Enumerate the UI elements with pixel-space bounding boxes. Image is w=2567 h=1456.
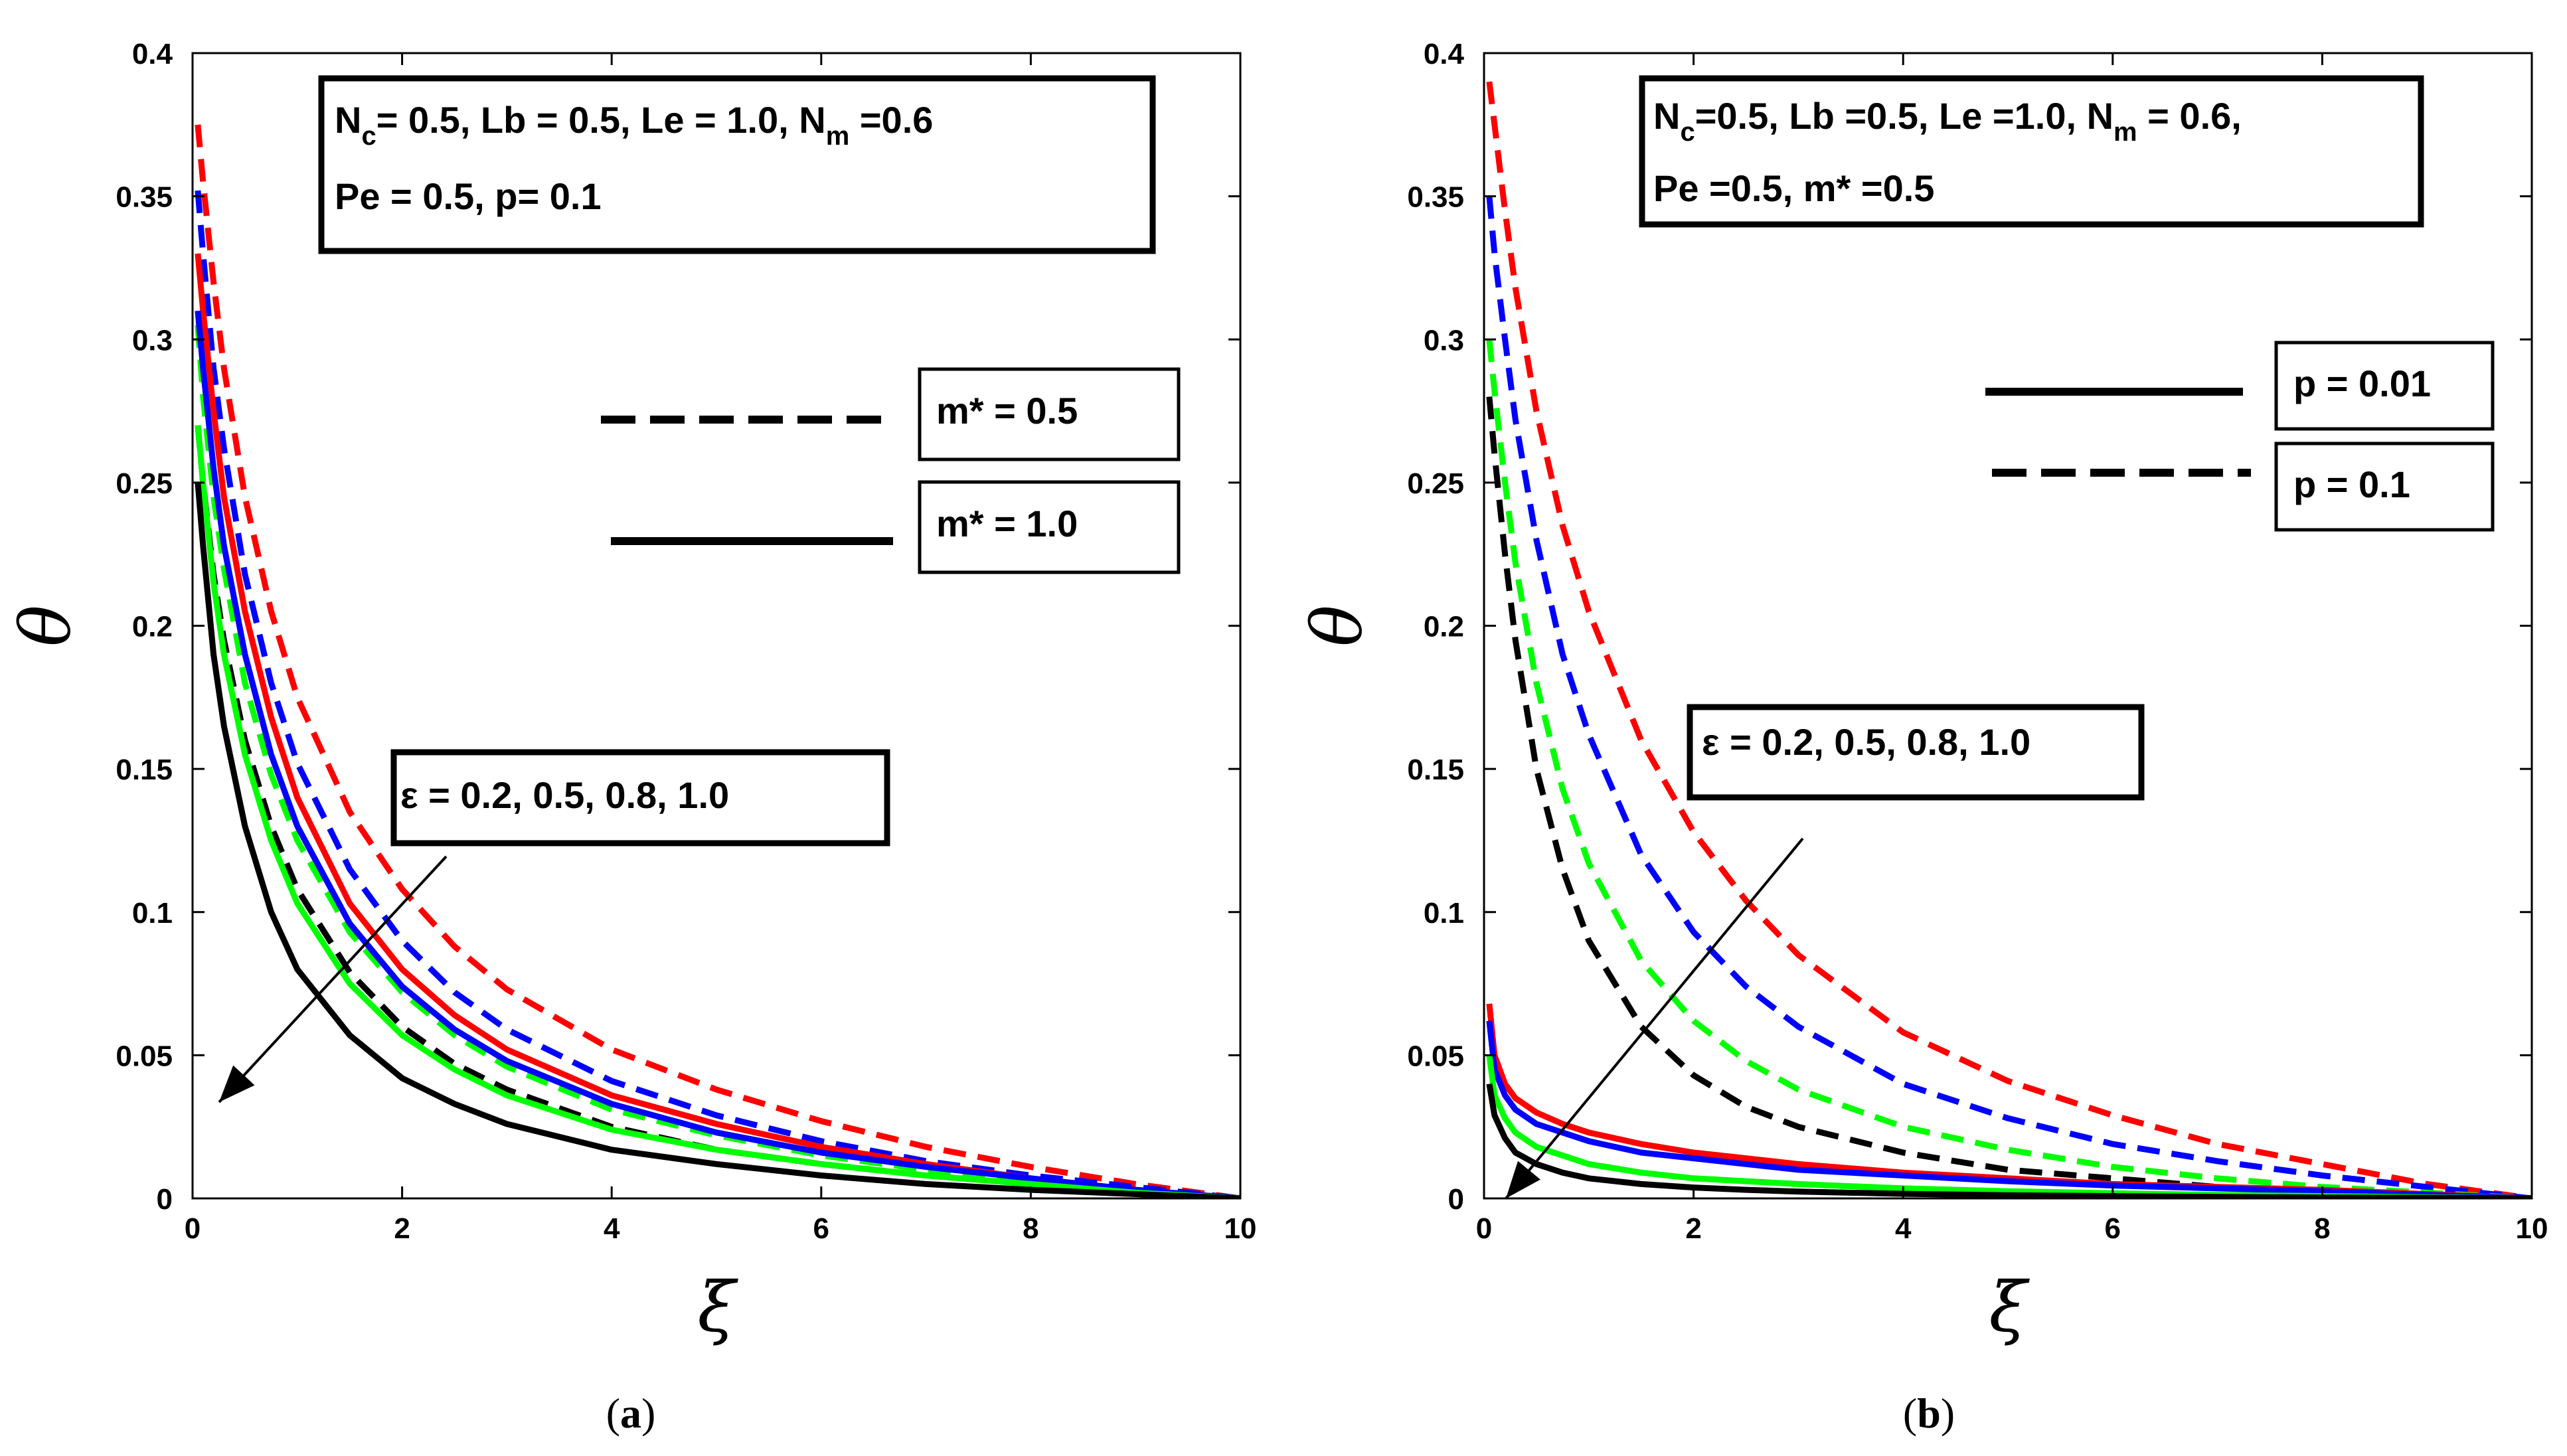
curves (1486, 81, 2532, 1198)
parameter-line-2: Pe =0.5, m* =0.5 (1653, 167, 1934, 209)
y-tick-label: 0.25 (1407, 467, 1464, 500)
x-axis-label: ξ (697, 1267, 738, 1348)
x-tick-label: 6 (813, 1212, 829, 1245)
legend-box (2274, 442, 2495, 532)
series-line-0 (1486, 81, 2532, 1198)
y-tick-label: 0.2 (1424, 611, 1464, 643)
x-tick-label: 8 (1023, 1212, 1038, 1245)
y-tick-label: 0.4 (132, 38, 173, 70)
x-tick-label: 2 (1685, 1212, 1701, 1245)
series-line-0 (195, 124, 1240, 1198)
y-tick-label: 0 (157, 1183, 173, 1216)
y-tick-label: 0.4 (1424, 38, 1465, 70)
series-line-6 (195, 425, 1240, 1198)
panel-b: 0 2 4 6 8 10 0 0.05 0.1 0.15 0.2 0.25 0.3 0.35 0.4 ξ θ Nc… (1297, 38, 2548, 1437)
trend-arrow (218, 855, 448, 1103)
y-tick-label: 0.1 (1424, 897, 1464, 930)
param-subscript-c: c (1680, 118, 1695, 147)
series-line-5 (195, 310, 1240, 1198)
panel-a: 0 2 4 6 8 10 0 0.05 0.1 0.15 0.2 0.25 0.3 0.35 0.4 ξ θ Nc… (5, 38, 1256, 1437)
y-tick-label: 0 (1448, 1183, 1464, 1216)
series-line-7 (195, 482, 1240, 1198)
caption-open: ( (606, 1390, 620, 1437)
parameter-line-2: Pe = 0.5, p= 0.1 (335, 175, 602, 217)
legend-box (918, 367, 1181, 461)
parameter-line-1: Nc=0.5, Lb =0.5, Le =1.0, Nm = 0.6, (1653, 95, 2242, 147)
epsilon-annotation-box (390, 749, 890, 847)
param-symbol-n: N (335, 99, 361, 141)
x-tick-label: 10 (2516, 1212, 2548, 1245)
y-axis-label: θ (1297, 605, 1378, 647)
curves (195, 124, 1240, 1198)
epsilon-annotation: ε = 0.2, 0.5, 0.8, 1.0 (1702, 721, 2030, 763)
y-tick-label: 0.3 (1424, 324, 1464, 357)
legend-label: p = 0.01 (2293, 363, 2431, 404)
param-tail: = 0.6, (2137, 95, 2242, 137)
y-tick-label: 0.05 (1407, 1040, 1464, 1072)
x-tick-label: 0 (185, 1212, 201, 1245)
y-tick-label: 0.35 (116, 181, 173, 214)
series-line-7 (1486, 1083, 2532, 1198)
series-line-1 (1486, 196, 2532, 1198)
legend-label: p = 0.1 (2293, 463, 2410, 505)
caption-letter: b (1917, 1390, 1941, 1437)
trend-arrow-head (219, 1065, 255, 1102)
caption-open: ( (1903, 1390, 1917, 1437)
x-tick-label: 10 (1224, 1212, 1257, 1245)
legend-box (918, 480, 1181, 574)
trend-arrow-head (1506, 1161, 1540, 1198)
caption-close: ) (641, 1390, 655, 1437)
param-subscript-m: m (826, 121, 850, 151)
x-tick-label: 4 (1895, 1212, 1912, 1245)
epsilon-annotation-box (1687, 704, 2145, 801)
caption-close: ) (1941, 1390, 1955, 1437)
y-tick-label: 0.25 (116, 467, 173, 500)
x-tick-label: 0 (1476, 1212, 1492, 1245)
y-tick-label: 0.15 (116, 754, 173, 786)
x-tick-label: 4 (604, 1212, 620, 1245)
param-subscript-c: c (361, 121, 376, 151)
panel-caption: (b) (1903, 1390, 1955, 1437)
epsilon-annotation: ε = 0.2, 0.5, 0.8, 1.0 (400, 774, 729, 816)
x-tick-label: 8 (2314, 1212, 2330, 1245)
caption-letter: a (620, 1390, 641, 1437)
parameter-box (1639, 75, 2424, 228)
param-subscript-m: m (2113, 118, 2137, 147)
x-axis-label: ξ (1989, 1267, 2030, 1348)
y-tick-label: 0.1 (132, 897, 173, 930)
param-tail: =0.6 (849, 99, 933, 141)
series-line-2 (1486, 339, 2532, 1198)
series-line-5 (1486, 1020, 2532, 1198)
y-axis-label: θ (5, 605, 86, 647)
trend-arrow (1505, 837, 1804, 1200)
series-line-1 (195, 190, 1240, 1198)
param-symbol-n: N (1653, 95, 1680, 137)
y-tick-label: 0.3 (132, 324, 173, 357)
legend-box (2274, 341, 2495, 431)
y-tick-label: 0.15 (1407, 754, 1464, 786)
legend-label: m* = 0.5 (936, 390, 1078, 432)
panel-caption: (a) (606, 1390, 656, 1437)
y-tick-label: 0.2 (132, 611, 173, 643)
x-tick-label: 6 (2105, 1212, 2121, 1245)
parameter-box (318, 75, 1156, 254)
legend-label: m* = 1.0 (936, 503, 1078, 544)
y-tick-label: 0.35 (1407, 181, 1464, 214)
param-text: = 0.5, Lb = 0.5, Le = 1.0, N (376, 99, 826, 141)
param-text: =0.5, Lb =0.5, Le =1.0, N (1695, 95, 2113, 137)
y-tick-label: 0.05 (116, 1040, 173, 1072)
x-tick-label: 2 (394, 1212, 410, 1245)
parameter-line-1: Nc= 0.5, Lb = 0.5, Le = 1.0, Nm =0.6 (335, 99, 933, 151)
